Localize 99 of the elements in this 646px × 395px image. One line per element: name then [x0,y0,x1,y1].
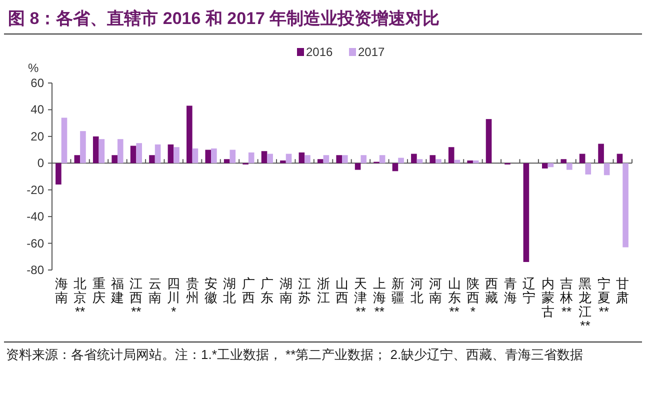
bar [622,163,628,248]
x-tick-label: 海南 [54,276,68,305]
y-tick-label: 20 [30,129,44,144]
bar [267,154,273,164]
bar [379,155,386,164]
y-tick-label: -80 [26,263,44,277]
bar [523,163,530,262]
x-tick-label: 甘肃 [616,276,630,305]
bar [604,163,610,176]
x-tick-label: 黑龙江** [578,276,592,333]
y-tick-label: 60 [30,76,44,90]
bar [472,160,479,164]
bar [616,154,623,164]
bar [130,146,136,164]
x-tick-label: 安徽 [204,276,218,305]
y-axis-title: % [28,61,39,75]
bar [548,163,554,168]
bar [98,139,105,164]
x-tick-label: 浙江 [316,276,330,305]
bar [192,148,198,164]
bar [149,155,155,164]
x-tick-label: 新疆 [392,276,405,305]
x-tick-label: 青海 [504,276,517,305]
x-tick-label: 四川* [167,276,180,319]
bar [392,163,398,172]
bar [186,106,192,164]
bar [224,159,230,164]
text: 资料来源：各省统计局网站。注：1.*工业数据， **第二产业数据； 2.缺少辽宁、西藏、青海三省数据 [6,346,584,364]
x-tick-label: 河南 [429,276,442,305]
bar [448,147,454,164]
bar [136,143,142,164]
bar [205,150,212,164]
bar [467,160,473,164]
bar [298,152,305,164]
x-tick-label: 北京** [74,276,87,319]
legend-label: 2016 [306,45,334,59]
bar [304,155,310,164]
bar [430,155,436,164]
y-tick-label: -40 [26,210,44,224]
x-tick-label: 贵州 [186,276,199,305]
bar [280,160,286,164]
bar [80,131,86,164]
x-tick-label: 西藏 [485,276,498,305]
y-tick-label: -20 [26,182,44,197]
chart-title: 图 8：各省、直辖市 2016 和 2017 年制造业投资增速对比 [8,9,440,28]
bar [398,158,404,164]
bar [261,151,268,164]
bar [112,155,118,164]
bar [248,152,254,164]
x-tick-label: 天津** [354,276,368,319]
bar [230,150,236,164]
bar [416,159,423,164]
x-tick-label: 山东** [448,276,461,319]
y-tick-label: 40 [30,102,44,117]
x-tick-label: 江苏 [298,276,312,305]
x-tick-label: 辽宁 [522,276,536,305]
x-tick-label: 福建 [110,276,124,305]
x-tick-label: 广西 [242,276,255,305]
bar [566,163,572,170]
x-tick-label: 云南 [148,276,162,305]
x-tick-label: 湖北 [223,276,236,305]
x-tick-label: 山西 [336,276,348,305]
bar [61,118,68,164]
bar [354,163,361,170]
x-tick-label: 吉林** [559,276,574,319]
x-tick-label: 宁夏** [597,276,610,319]
x-tick-label: 内蒙古 [541,276,554,319]
bar [542,163,548,168]
legend-label: 2017 [358,45,386,59]
bar [286,154,292,164]
bar [411,154,417,164]
bar [560,159,567,164]
bar [486,119,492,164]
y-tick-label: 0 [37,156,44,170]
x-tick-label: 重庆 [92,276,106,305]
bar [342,155,348,164]
bar [336,155,342,164]
x-tick-label: 陕西* [466,276,480,319]
y-tick-label: -60 [26,236,44,250]
bar [154,144,161,164]
bar [585,163,592,174]
bar [360,155,367,164]
bar [598,144,604,164]
x-tick-label: 江西** [130,276,143,319]
bar [117,139,124,164]
x-tick-label: 上海** [372,276,386,319]
bar [168,144,174,164]
bar [56,163,62,185]
bar [211,148,217,164]
bar [317,159,324,164]
x-tick-label: 湖南 [279,276,292,305]
bar [92,136,99,164]
bar [323,155,330,164]
bar [174,147,180,164]
bar [436,159,442,164]
bar [579,154,586,164]
bar [74,155,80,164]
x-tick-label: 河北 [410,276,424,305]
x-tick-label: 广东 [260,276,274,305]
